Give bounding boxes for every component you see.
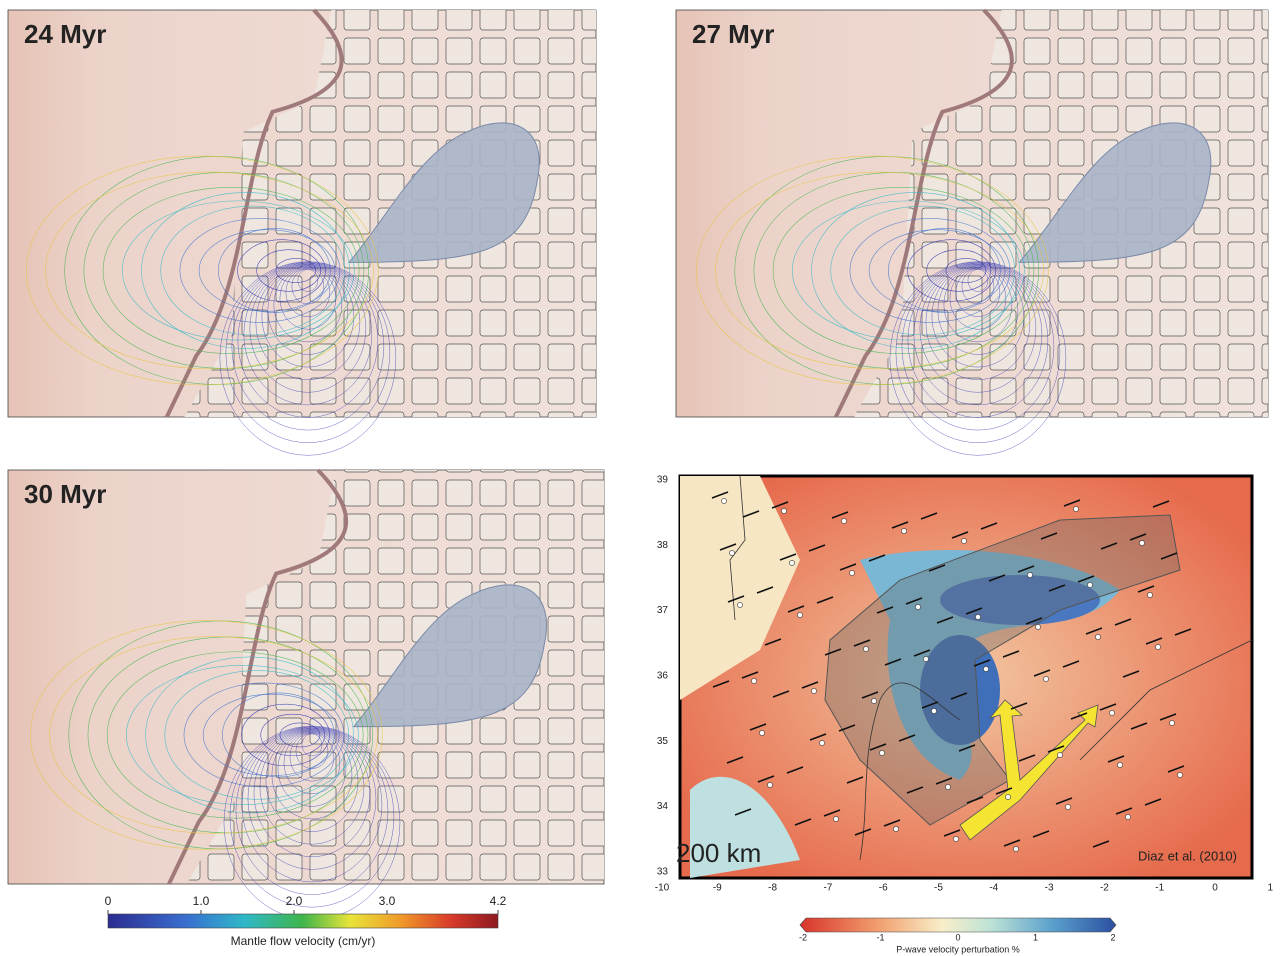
station [759, 730, 764, 735]
station [1057, 752, 1062, 757]
tick-label: -2 [799, 932, 807, 942]
lon-tick-label: -1 [1155, 883, 1164, 894]
lat-tick-label: 38 [657, 540, 669, 551]
colorbar-label: P-wave velocity perturbation % [896, 944, 1020, 954]
station [915, 604, 920, 609]
source-label: Diaz et al. (2010) [1138, 848, 1237, 863]
lon-tick-label: 1 [1268, 883, 1274, 894]
station [767, 782, 772, 787]
station [863, 646, 868, 651]
station [893, 826, 898, 831]
station [901, 528, 906, 533]
lon-tick-label: 0 [1212, 883, 1218, 894]
colorbar [108, 914, 498, 928]
station [1073, 506, 1078, 511]
station [961, 538, 966, 543]
lon-tick-label: -3 [1045, 883, 1054, 894]
station [751, 678, 756, 683]
figure: 24 Myr 27 Myr 30 Myr 200 km Diaz et al. (2… [0, 0, 1280, 956]
station [849, 570, 854, 575]
station [1177, 772, 1182, 777]
station [1169, 720, 1174, 725]
lat-tick-label: 33 [657, 866, 669, 877]
station [879, 750, 884, 755]
station [819, 740, 824, 745]
colorbar-label: Mantle flow velocity (cm/yr) [231, 934, 376, 948]
lon-tick-label: -5 [934, 883, 943, 894]
station [811, 688, 816, 693]
velocity-colorbar: Mantle flow velocity (cm/yr) [108, 914, 498, 948]
lat-tick-label: 34 [657, 801, 669, 812]
lat-tick-label: 37 [657, 605, 669, 616]
tick-label: 2.0 [286, 894, 303, 908]
station [1125, 814, 1130, 819]
station [833, 816, 838, 821]
tick-label: 1 [1033, 932, 1038, 942]
colorbar [800, 918, 1116, 932]
station [931, 708, 936, 713]
station [737, 602, 742, 607]
station [983, 666, 988, 671]
lon-tick-label: -7 [823, 883, 832, 894]
station [729, 550, 734, 555]
station [1109, 710, 1114, 715]
scale-label: 200 km [676, 838, 761, 868]
tick-label: 1.0 [193, 894, 210, 908]
station [945, 784, 950, 789]
station [781, 508, 786, 513]
lon-tick-label: -10 [655, 883, 670, 894]
simulation-panel: 30 Myr [8, 470, 604, 920]
tick-label: -1 [876, 932, 884, 942]
time-label: 27 Myr [692, 19, 774, 49]
station [1155, 644, 1160, 649]
lon-tick-label: -8 [768, 883, 777, 894]
station [953, 836, 958, 841]
station [1087, 582, 1092, 587]
station [1027, 572, 1032, 577]
station [1065, 804, 1070, 809]
station [789, 560, 794, 565]
simulation-panel: 24 Myr [8, 10, 596, 455]
tick-label: 4.2 [490, 894, 507, 908]
lat-tick-label: 36 [657, 671, 669, 682]
station [841, 518, 846, 523]
station [1035, 624, 1040, 629]
lon-tick-label: -9 [713, 883, 722, 894]
station [871, 698, 876, 703]
station [797, 612, 802, 617]
station [1043, 676, 1048, 681]
station [1005, 794, 1010, 799]
tick-label: 0 [955, 932, 960, 942]
time-label: 30 Myr [24, 479, 106, 509]
station [975, 614, 980, 619]
lon-tick-label: -4 [989, 883, 998, 894]
tomography-map: 200 km Diaz et al. (2010) [676, 476, 1252, 878]
station [1013, 846, 1018, 851]
lon-tick-label: -6 [879, 883, 888, 894]
tick-label: 0 [105, 894, 112, 908]
lon-tick-label: -2 [1100, 883, 1109, 894]
station [1095, 634, 1100, 639]
lat-tick-label: 39 [657, 475, 669, 486]
station [923, 656, 928, 661]
lat-tick-label: 35 [657, 736, 669, 747]
tick-label: 3.0 [379, 894, 396, 908]
tick-label: 2 [1110, 932, 1115, 942]
time-label: 24 Myr [24, 19, 106, 49]
station [1147, 592, 1152, 597]
simulation-panel: 27 Myr [676, 10, 1268, 455]
station [721, 498, 726, 503]
station [1139, 540, 1144, 545]
station [1117, 762, 1122, 767]
